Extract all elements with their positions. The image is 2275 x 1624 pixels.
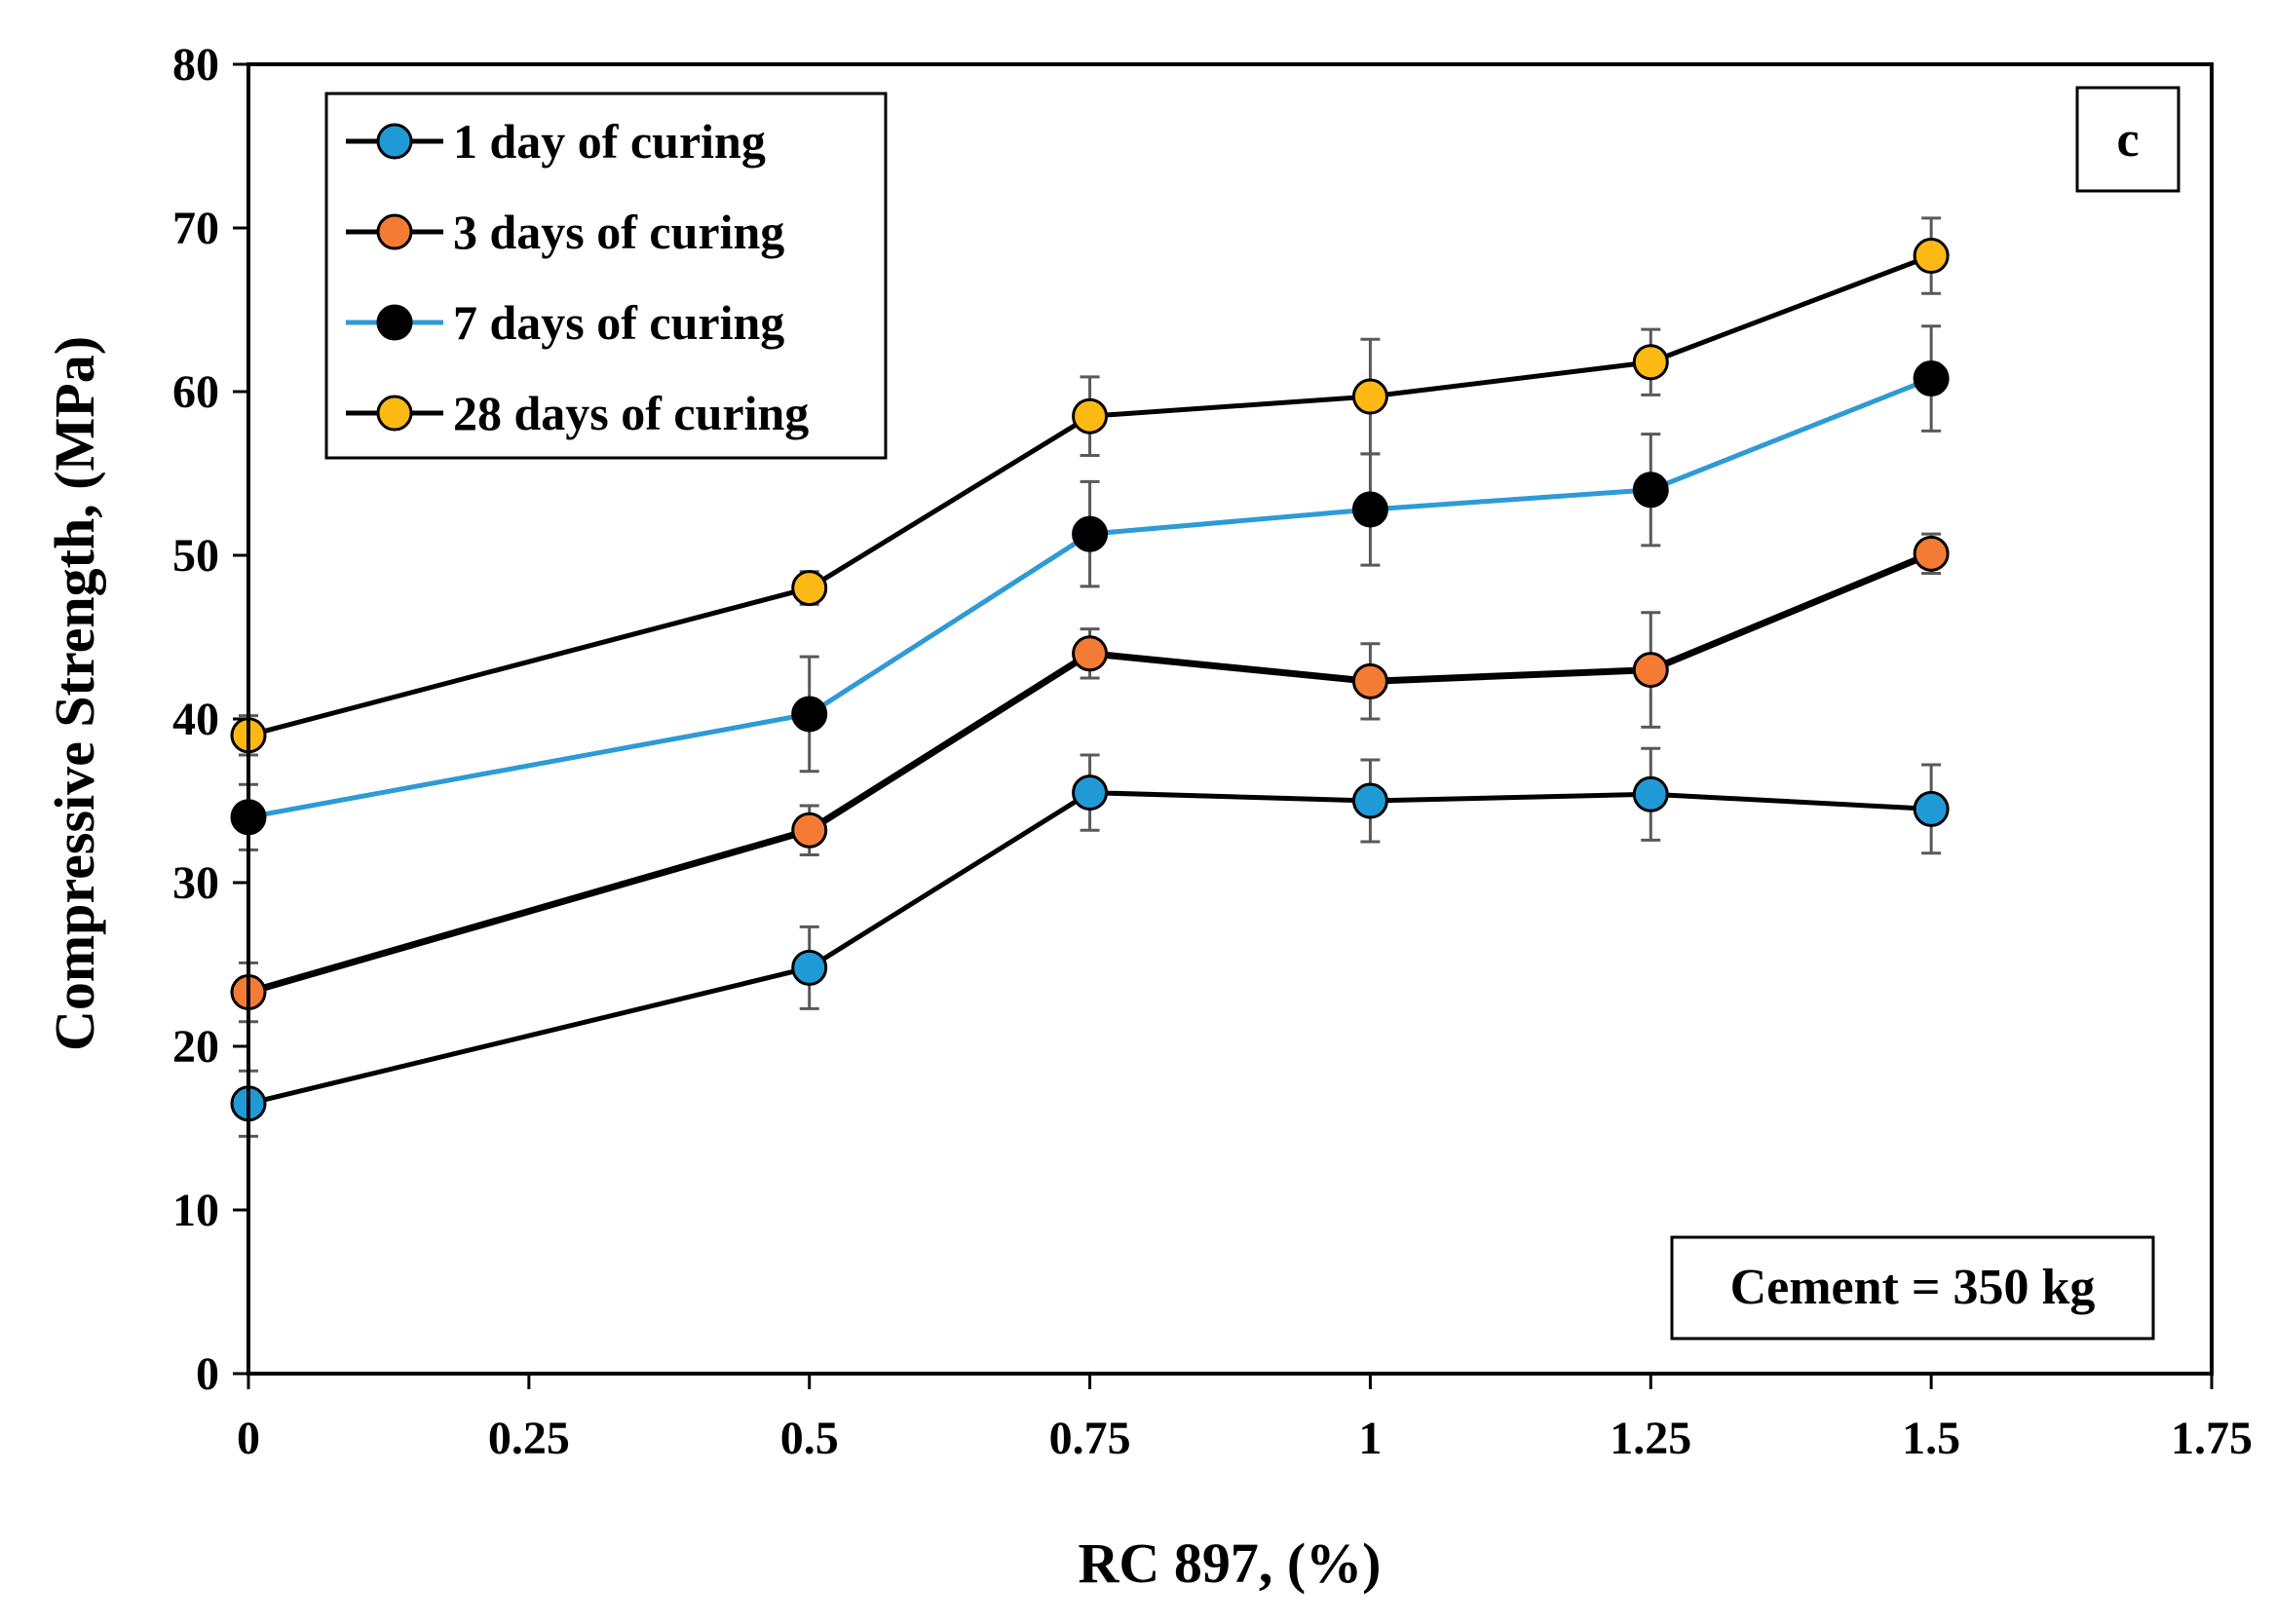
legend-entry: 7 days of curing (346, 295, 784, 350)
data-point (1351, 491, 1388, 528)
annotation-box: Cement = 350 kg (1670, 1235, 2155, 1341)
legend-entry: 3 days of curing (346, 205, 784, 259)
x-tick-label: 1 (1358, 1413, 1382, 1464)
legend: 1 day of curing 3 days of curing 7 days of… (324, 92, 888, 460)
y-tick-label: 30 (172, 857, 219, 909)
legend-marker (376, 395, 413, 432)
x-tick-label: 0.5 (780, 1413, 839, 1464)
data-point (1913, 790, 1950, 827)
y-tick-label: 20 (172, 1021, 219, 1073)
data-point (1072, 774, 1109, 812)
y-tick-label: 0 (196, 1348, 219, 1400)
x-tick-label: 1.5 (1902, 1413, 1960, 1464)
y-tick-label: 70 (172, 203, 219, 254)
x-tick-label: 0.25 (488, 1413, 570, 1464)
y-tick-label: 40 (172, 694, 219, 745)
x-tick-label: 0.75 (1049, 1413, 1131, 1464)
data-point (1913, 360, 1950, 397)
data-point (791, 570, 828, 607)
series-1 (230, 746, 1950, 1138)
legend-label: 7 days of curing (453, 295, 784, 350)
annotation-frame (1670, 1235, 2155, 1341)
legend-label: 1 day of curing (453, 114, 766, 169)
data-point (1632, 344, 1669, 381)
data-point (1351, 782, 1388, 819)
y-tick-label: 80 (172, 39, 219, 91)
panel-label-box: c (2075, 86, 2180, 193)
panel-label-frame (2075, 86, 2180, 193)
annotation-text: Cement = 350 kg (1730, 1260, 2096, 1315)
legend-frame (324, 92, 888, 460)
legend-label: 3 days of curing (453, 205, 784, 259)
series-line (247, 550, 1933, 996)
legend-marker (376, 213, 413, 250)
series-2 (230, 532, 1950, 1024)
data-point (1351, 378, 1388, 415)
data-point (791, 696, 828, 733)
x-tick-label: 1.75 (2171, 1413, 2253, 1464)
y-tick-label: 50 (172, 530, 219, 582)
series-4 (230, 216, 1950, 757)
plot-marks (230, 216, 1950, 1138)
series-line (247, 253, 1933, 738)
data-point (1072, 397, 1109, 434)
y-tick-label: 60 (172, 366, 219, 418)
x-axis-label: RC 897, (%) (1079, 1531, 1382, 1595)
series-line (247, 376, 1933, 820)
series-3 (230, 324, 1950, 851)
y-axis-label: Compressive Strength, (MPa) (43, 336, 106, 1051)
legend-label: 28 days of curing (453, 386, 809, 440)
data-point (1632, 472, 1669, 509)
y-tick-label: 10 (172, 1185, 219, 1236)
legend-entry: 28 days of curing (346, 386, 809, 440)
data-point (1913, 535, 1950, 572)
series-line (247, 790, 1932, 1107)
axis-ticks: 0 0.25 0.5 0.75 1 1.25 1.5 1.75 0 10 20 30 40 50 60 70 8… (172, 39, 2253, 1464)
panel-label: c (2116, 112, 2139, 168)
x-tick-label: 0 (237, 1413, 260, 1464)
data-point (791, 949, 828, 986)
legend-marker (376, 123, 413, 160)
data-point (1632, 775, 1669, 812)
data-point (1072, 515, 1109, 552)
data-point (791, 812, 828, 849)
data-point (1913, 238, 1950, 275)
data-point (1632, 652, 1669, 689)
data-point (1351, 662, 1388, 699)
legend-entry: 1 day of curing (346, 114, 766, 169)
x-tick-label: 1.25 (1610, 1413, 1691, 1464)
data-point (1072, 635, 1109, 672)
legend-marker (376, 304, 413, 341)
